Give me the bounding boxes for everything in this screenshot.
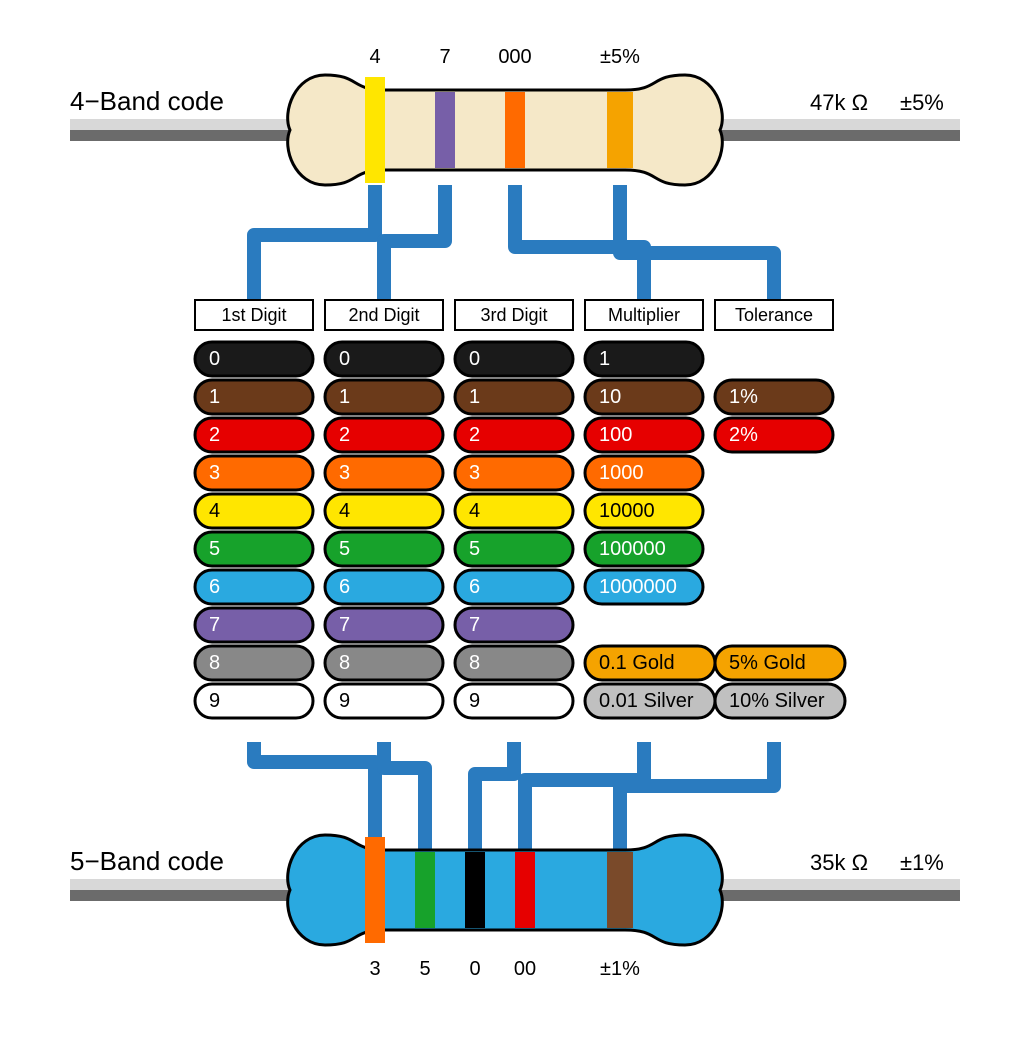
pill-label: 1	[209, 386, 220, 408]
pill-label: 8	[339, 652, 350, 674]
color-table: 1st Digit 2nd Digit 3rd Digit Multiplier Tol…	[195, 300, 845, 718]
pill-label: 4	[339, 500, 350, 522]
pill-label: 0	[469, 348, 480, 370]
pill-label: 10	[599, 386, 621, 408]
band-value: ±1%	[600, 958, 640, 980]
band-value: 00	[514, 958, 536, 980]
pill-label: 5	[209, 538, 220, 560]
resistor-label: 4−Band code	[70, 86, 224, 116]
pill-label: 6	[339, 576, 350, 598]
pill-label: 0.1 Gold	[599, 652, 675, 674]
result-value: 35k Ω	[810, 850, 868, 875]
band-value: 5	[419, 958, 430, 980]
pill-label: 1	[339, 386, 350, 408]
pill-label: 1%	[729, 386, 758, 408]
pill-label: 8	[469, 652, 480, 674]
result-tolerance: ±1%	[900, 850, 944, 875]
pill-label: 0	[339, 348, 350, 370]
band-value: ±5%	[600, 46, 640, 68]
pill-label: 1	[599, 348, 610, 370]
band-value: 3	[369, 958, 380, 980]
pill-label: 9	[339, 690, 350, 712]
pill-label: 100000	[599, 538, 666, 560]
pill-label: 3	[469, 462, 480, 484]
resistor-label: 5−Band code	[70, 846, 224, 876]
pill-label: 4	[469, 500, 480, 522]
band-value: 7	[439, 46, 450, 68]
column-header: 1st Digit	[221, 305, 286, 325]
column-header: 2nd Digit	[348, 305, 419, 325]
resistor: 4 7 000 ±5% 4−Band code 47k Ω ±5%	[70, 46, 960, 185]
pill-label: 100	[599, 424, 632, 446]
pill-label: 0	[209, 348, 220, 370]
column-header: Tolerance	[735, 305, 813, 325]
pill-label: 7	[209, 614, 220, 636]
band-value: 0	[469, 958, 480, 980]
pill-label: 7	[469, 614, 480, 636]
pill-label: 5	[469, 538, 480, 560]
pill-label: 4	[209, 500, 220, 522]
pill-label: 10% Silver	[729, 690, 825, 712]
pill-label: 7	[339, 614, 350, 636]
pill-label: 8	[209, 652, 220, 674]
pill-label: 5	[339, 538, 350, 560]
result-tolerance: ±5%	[900, 90, 944, 115]
column-header: Multiplier	[608, 305, 680, 325]
pill-label: 3	[209, 462, 220, 484]
pill-label: 1	[469, 386, 480, 408]
pill-label: 2	[469, 424, 480, 446]
resistor: 35000±1%5−Band code35k Ω±1%	[70, 835, 960, 980]
band-value: 000	[498, 46, 531, 68]
pill-label: 9	[469, 690, 480, 712]
pill-label: 5% Gold	[729, 652, 806, 674]
resistor-color-chart: 47000±5%4−Band code47k Ω±5%35000±1%5−Ban…	[20, 20, 1002, 1032]
pill-label: 3	[339, 462, 350, 484]
pill-label: 2%	[729, 424, 758, 446]
pill-label: 0.01 Silver	[599, 690, 694, 712]
pill-label: 10000	[599, 500, 655, 522]
pill-label: 1000	[599, 462, 644, 484]
band-value: 4	[369, 46, 380, 68]
column-header: 3rd Digit	[480, 305, 547, 325]
pill-label: 6	[209, 576, 220, 598]
pill-label: 2	[339, 424, 350, 446]
pill-label: 6	[469, 576, 480, 598]
pill-label: 9	[209, 690, 220, 712]
pill-label: 1000000	[599, 576, 677, 598]
pill-label: 2	[209, 424, 220, 446]
result-value: 47k Ω	[810, 90, 868, 115]
